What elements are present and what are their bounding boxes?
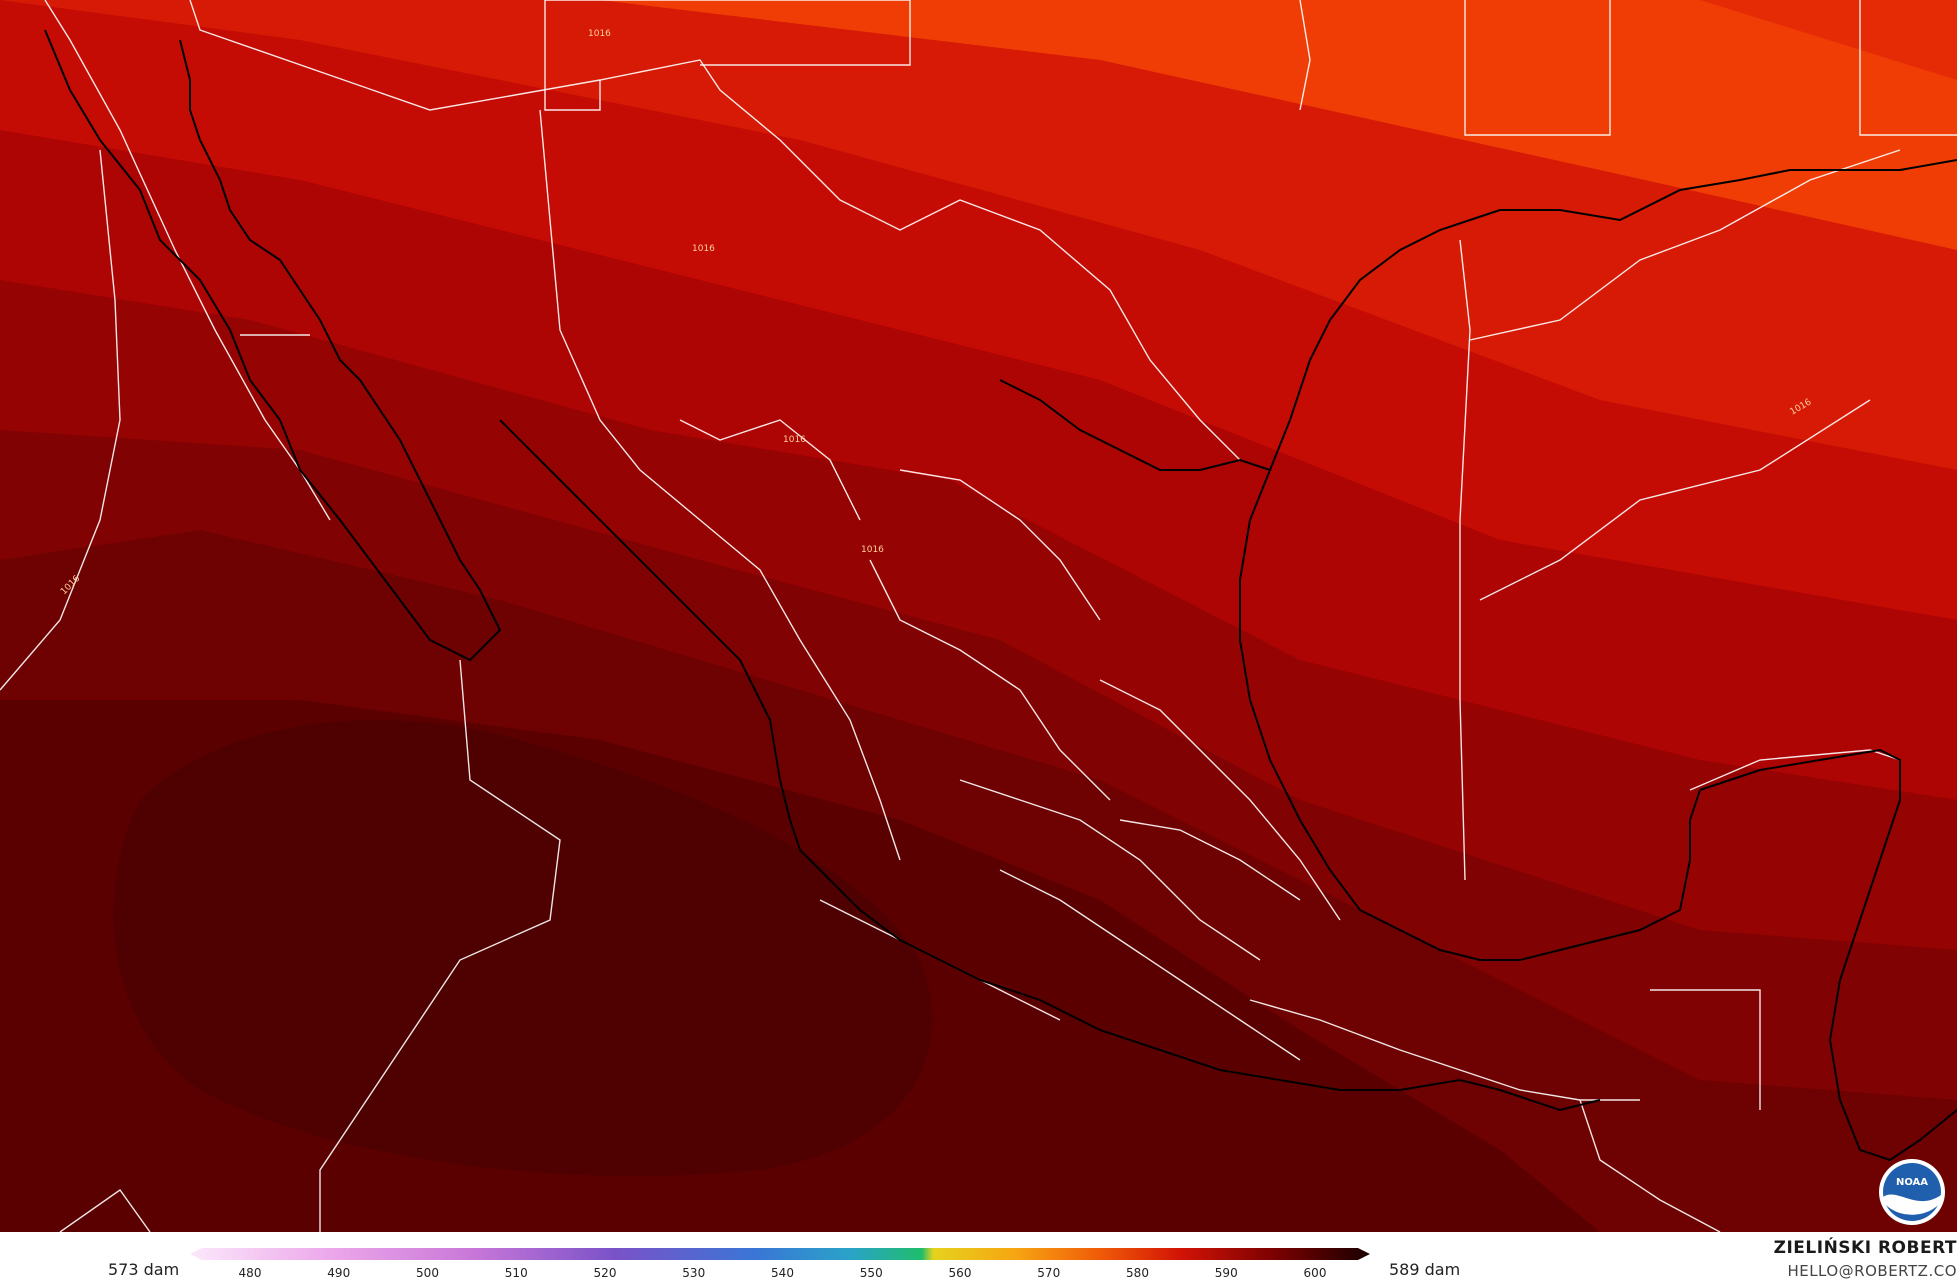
contour-label: 1016 <box>783 435 806 445</box>
weather-map: 1016 1016 1016 1016 1016 1016 NOAA <box>0 0 1957 1232</box>
colorbar-tick-label: 550 <box>860 1266 883 1280</box>
band-2 <box>0 0 1957 80</box>
colorbar-tick-label: 490 <box>327 1266 350 1280</box>
credit-name: ZIELIŃSKI ROBERT <box>1773 1238 1957 1258</box>
colorbar-tick-label: 590 <box>1215 1266 1238 1280</box>
colorbar-tick-label: 570 <box>1037 1266 1060 1280</box>
colorbar-tick-label: 510 <box>505 1266 528 1280</box>
colorbar-tick-label: 560 <box>949 1266 972 1280</box>
credit-email: HELLO@ROBERTZ.CO <box>1787 1262 1957 1280</box>
colorbar-bar <box>190 1248 1370 1260</box>
contour-label: 1016 <box>861 545 884 555</box>
colorbar-tick-label: 520 <box>594 1266 617 1280</box>
colorbar-tick-label: 600 <box>1304 1266 1327 1280</box>
contour-label: 1016 <box>588 29 611 39</box>
colorbar-tick-label: 580 <box>1126 1266 1149 1280</box>
colorbar-tick-label: 530 <box>682 1266 705 1280</box>
max-value-label: 589 dam <box>1389 1260 1461 1279</box>
colorbar-tick-label: 500 <box>416 1266 439 1280</box>
state-borders <box>0 0 1957 1232</box>
colorbar-ticks: 480 490 500 510 520 530 540 550 560 570 580 590 600 <box>239 1266 1327 1280</box>
coastline <box>44 29 1957 1162</box>
colorbar-tick-label: 480 <box>239 1266 262 1280</box>
min-value-label: 573 dam <box>108 1260 180 1279</box>
colorbar-tick-label: 540 <box>771 1266 794 1280</box>
legend-footer: 573 dam 480 490 500 510 520 530 540 550 560 570 58… <box>0 1232 1957 1287</box>
colorbar: 480 490 500 510 520 530 540 550 560 570 580 590 600 <box>190 1248 1370 1280</box>
noaa-logo: NOAA <box>1879 1159 1945 1225</box>
noaa-logo-text: NOAA <box>1896 1177 1928 1188</box>
contour-label: 1016 <box>692 244 715 254</box>
band-10 <box>113 720 933 1177</box>
